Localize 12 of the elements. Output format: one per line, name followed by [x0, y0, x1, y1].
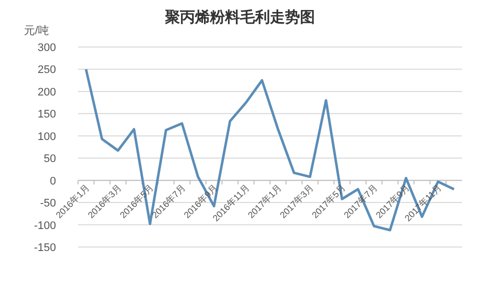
y-tick-label: 100	[38, 130, 56, 143]
y-tick-label: 300	[38, 42, 56, 54]
y-tick-label: 200	[38, 86, 56, 98]
y-tick-label: 250	[38, 64, 56, 76]
y-tick-label: 150	[38, 108, 56, 121]
y-axis-title: 元/吨	[24, 24, 50, 37]
y-tick-label: -150	[34, 242, 56, 254]
y-tick-label: -50	[40, 198, 56, 210]
chart-title: 聚丙烯粉料毛利走势图	[164, 9, 315, 26]
y-tick-label: 0	[50, 175, 56, 188]
y-tick-label: -100	[34, 220, 56, 232]
y-tick-label: 50	[44, 153, 56, 166]
